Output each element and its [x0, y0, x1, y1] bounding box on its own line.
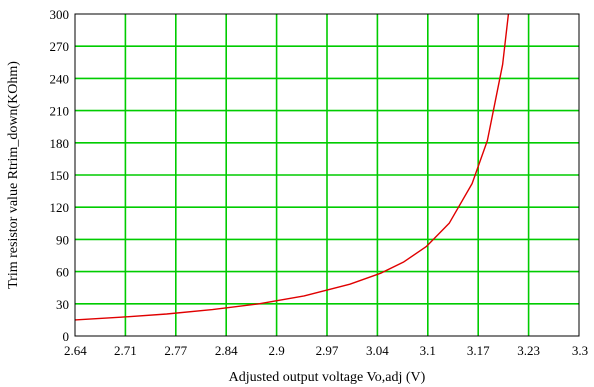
x-tick-labels: 2.64 2.71 2.77 2.84 2.9 2.97 3.04 3.1 3.17 3.23 3.…	[64, 343, 588, 358]
y-tick-label: 240	[50, 71, 70, 86]
plot-frame	[74, 13, 580, 337]
x-tick-label: 2.64	[64, 343, 87, 358]
y-tick-label: 120	[50, 200, 70, 215]
y-tick-label: 0	[63, 329, 70, 344]
x-tick-label: 2.9	[268, 343, 284, 358]
x-tick-label: 2.71	[114, 343, 137, 358]
series-line	[75, 14, 510, 321]
x-tick-label: 2.77	[164, 343, 187, 358]
y-tick-label: 30	[56, 297, 69, 312]
y-tick-label: 150	[50, 168, 70, 183]
x-tick-label: 3.3	[572, 343, 588, 358]
x-axis-label: Adjusted output voltage Vo,adj (V)	[229, 370, 426, 385]
y-tick-labels: 0 30 60 90 120 150 180 210 240 270 300	[50, 7, 70, 344]
x-tick-label: 2.97	[316, 343, 339, 358]
x-tick-label: 3.17	[467, 343, 490, 358]
grid	[75, 14, 579, 336]
x-tick-label: 3.23	[517, 343, 540, 358]
y-tick-label: 270	[50, 39, 70, 54]
x-tick-label: 3.1	[420, 343, 436, 358]
x-tick-label: 2.84	[215, 343, 238, 358]
y-tick-label: 90	[56, 232, 69, 247]
y-axis-label: Trim resistor value Rtrim_down(KOhm)	[6, 61, 21, 289]
y-tick-label: 60	[56, 265, 69, 280]
x-tick-label: 3.04	[366, 343, 389, 358]
y-tick-label: 180	[50, 136, 70, 151]
y-tick-label: 300	[50, 7, 70, 22]
y-tick-label: 210	[50, 104, 70, 119]
series-group	[75, 14, 510, 321]
